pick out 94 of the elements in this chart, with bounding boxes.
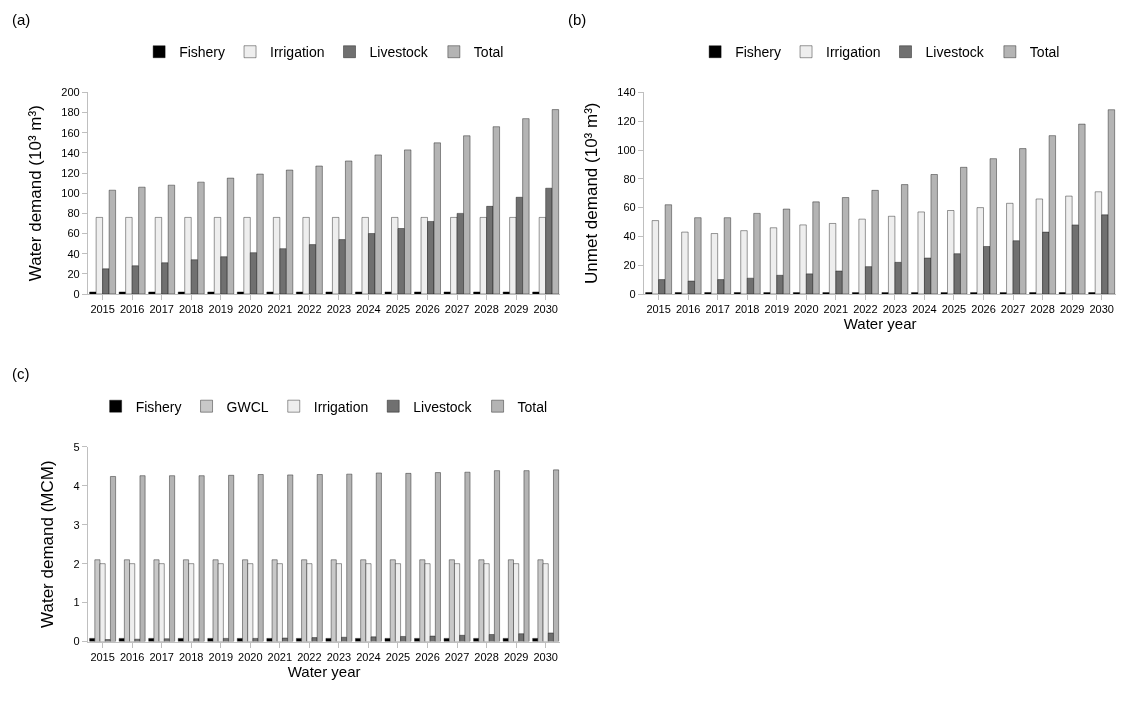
x-tick-label: 2030 [1089,303,1114,316]
x-tick-label: 2015 [90,303,115,316]
x-tick-label: 2020 [238,650,263,663]
y-tick-label: 0 [73,287,80,300]
legend-label: Total [473,44,504,61]
y-tick-label: 40 [623,230,636,243]
x-tick-label: 2020 [794,303,819,316]
x-tick-label: 2030 [533,303,558,316]
legend-label: Livestock [413,398,473,415]
x-axis-title: Water year [287,662,361,680]
y-tick-label: 140 [617,86,636,99]
y-tick-label: 1 [73,596,80,609]
x-tick-label: 2026 [971,303,996,316]
y-tick-label: 100 [61,187,80,200]
legend-label: Livestock [925,44,985,61]
x-tick-label: 2027 [444,650,470,663]
legend-label: Fishery [179,44,226,61]
y-tick-label: 20 [623,259,636,272]
y-tick-label: 60 [623,201,636,214]
x-tick-label: 2017 [149,650,174,663]
y-tick-label: 4 [73,479,80,492]
x-tick-label: 2021 [823,303,849,316]
x-tick-label: 2016 [675,303,701,316]
y-tick-label: 100 [617,143,636,156]
chart-title: (a) [12,11,31,28]
y-tick-label: 180 [61,106,80,119]
x-tick-label: 2026 [415,650,440,663]
x-tick-label: 2022 [297,650,322,663]
x-tick-label: 2022 [297,303,322,316]
x-tick-label: 2028 [474,650,499,663]
y-tick-label: 0 [73,635,80,648]
y-axis-title: Water demand (MCM) [38,460,58,628]
legend-label: Fishery [135,398,182,415]
x-tick-label: 2019 [764,303,789,316]
chart-title: (c) [12,365,30,382]
x-tick-label: 2027 [444,303,470,316]
x-tick-label: 2016 [119,303,145,316]
legend-label: Fishery [735,44,782,61]
legend-label: Total [1029,44,1060,61]
x-tick-label: 2023 [326,303,352,316]
x-tick-label: 2019 [208,303,233,316]
y-tick-label: 120 [617,115,636,128]
x-tick-label: 2023 [882,303,908,316]
legend-label: GWCL [226,398,269,415]
x-tick-label: 2016 [119,650,145,663]
x-tick-label: 2017 [705,303,730,316]
y-tick-label: 80 [623,172,636,185]
y-tick-label: 200 [61,86,80,99]
x-tick-label: 2021 [267,650,293,663]
legend-label: Irrigation [270,44,325,61]
y-tick-label: 0 [629,287,636,300]
x-tick-label: 2030 [533,650,558,663]
y-tick-label: 140 [61,146,80,159]
y-tick-label: 2 [73,557,80,570]
legend-label: Irrigation [313,398,369,415]
legend-label: Total [517,398,548,415]
y-tick-label: 80 [67,207,80,220]
x-tick-label: 2026 [415,303,440,316]
y-axis-title: Unmet demand (10³ m³) [581,102,601,284]
x-tick-label: 2025 [385,650,411,663]
y-axis-title: Water demand (10³ m³) [25,105,45,282]
x-tick-label: 2024 [912,303,937,316]
x-tick-label: 2018 [178,303,204,316]
x-tick-label: 2028 [1030,303,1055,316]
x-tick-label: 2015 [646,303,671,316]
x-tick-label: 2028 [474,303,499,316]
y-tick-label: 5 [73,440,80,453]
x-tick-label: 2029 [1059,303,1085,316]
chart-title: (b) [568,11,587,28]
x-tick-label: 2025 [385,303,411,316]
x-tick-label: 2022 [853,303,878,316]
y-tick-label: 120 [61,166,80,179]
x-tick-label: 2019 [208,650,233,663]
x-tick-label: 2025 [941,303,967,316]
y-tick-label: 40 [67,247,80,260]
x-tick-label: 2029 [503,650,529,663]
x-tick-label: 2024 [356,303,381,316]
x-tick-label: 2021 [267,303,293,316]
x-axis-title: Water year [843,315,917,333]
x-tick-label: 2015 [90,650,115,663]
y-tick-label: 3 [73,518,80,531]
x-tick-label: 2024 [356,650,381,663]
y-tick-label: 60 [67,227,80,240]
x-tick-label: 2023 [326,650,352,663]
x-tick-label: 2018 [178,650,204,663]
legend-label: Irrigation [826,44,881,61]
y-tick-label: 160 [61,126,80,139]
x-tick-label: 2017 [149,303,174,316]
x-tick-label: 2029 [503,303,529,316]
y-tick-label: 20 [67,267,80,280]
x-tick-label: 2018 [734,303,760,316]
x-tick-label: 2020 [238,303,263,316]
legend-label: Livestock [369,44,429,61]
x-tick-label: 2027 [1000,303,1026,316]
